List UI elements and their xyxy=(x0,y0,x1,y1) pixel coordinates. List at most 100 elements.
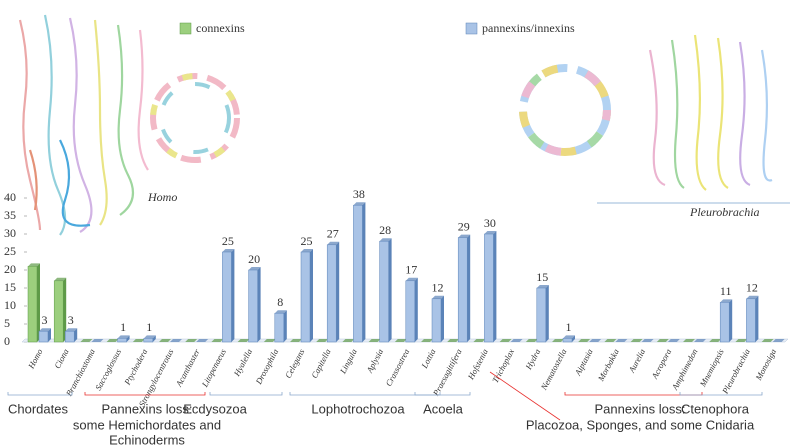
bar-top xyxy=(248,267,261,270)
bar-side xyxy=(257,267,261,342)
bar-top xyxy=(432,295,444,299)
bar-top xyxy=(499,339,512,342)
bar-side xyxy=(48,328,51,342)
bar xyxy=(562,338,573,343)
value-label: 1 xyxy=(566,320,572,334)
x-tick-label: Pleurobrachia xyxy=(719,347,751,396)
bar xyxy=(379,240,389,343)
group-label: Acoela xyxy=(423,401,464,416)
bar-top xyxy=(54,277,67,281)
bar-top xyxy=(28,263,40,267)
legend-swatch xyxy=(465,22,478,35)
value-label: 25 xyxy=(222,234,234,248)
bar-side xyxy=(388,238,392,342)
group-label: Pannexins loss: xyxy=(594,401,685,416)
value-label: 25 xyxy=(301,234,313,248)
bar-top xyxy=(301,249,313,252)
bar-top xyxy=(39,328,51,332)
x-tick-label: Drosophila xyxy=(253,347,280,387)
x-tick-label: Litopenaeus xyxy=(199,347,228,390)
bar xyxy=(353,204,363,343)
bar-top xyxy=(656,339,669,342)
group-label: Pannexins loss: xyxy=(101,401,192,416)
group-label: Lophotrochozoa xyxy=(311,401,405,416)
value-label: 1 xyxy=(120,320,126,334)
bar xyxy=(484,233,494,343)
bar-side xyxy=(283,310,287,342)
value-label: 3 xyxy=(68,313,74,327)
bar-side xyxy=(37,263,40,342)
value-label: 12 xyxy=(432,281,444,295)
bar-top xyxy=(552,339,564,342)
bar-top xyxy=(316,339,329,342)
structure-pleurobrachia-ring xyxy=(519,64,611,156)
bar-top xyxy=(484,231,497,234)
bar-top xyxy=(237,339,250,342)
group-bracket xyxy=(84,392,206,396)
bar-side xyxy=(729,299,733,342)
bar-side xyxy=(755,295,759,342)
group-bracket xyxy=(7,392,73,396)
group-bracket xyxy=(564,392,703,396)
value-label: 20 xyxy=(248,252,260,266)
value-label: 8 xyxy=(277,295,283,309)
bar xyxy=(64,330,75,343)
bar-top xyxy=(342,339,355,342)
group-bracket xyxy=(679,392,763,396)
bar-top xyxy=(641,339,654,342)
x-tick-label: Hydra xyxy=(523,347,543,372)
bar-side xyxy=(414,277,418,342)
bar-side xyxy=(126,335,130,342)
bar xyxy=(405,280,416,343)
bar-top xyxy=(196,339,209,342)
x-tick-label: Homo xyxy=(25,347,44,371)
bar-side xyxy=(74,328,78,342)
group-sublabel: some Hemichordates and xyxy=(73,417,221,432)
bar xyxy=(300,251,311,343)
bar-top xyxy=(80,339,93,342)
value-label: 38 xyxy=(353,187,365,201)
bar-side xyxy=(63,277,67,342)
y-tick-label: 20 xyxy=(4,262,16,276)
legend-label: pannexins/innexins xyxy=(482,21,575,35)
bar-side xyxy=(310,249,313,342)
bar-side xyxy=(336,241,340,342)
bar-top xyxy=(510,339,523,342)
bar xyxy=(431,298,442,343)
y-tick-label: 5 xyxy=(4,316,10,330)
bar-side xyxy=(231,249,235,342)
bar-top xyxy=(106,339,119,342)
structure-homo xyxy=(18,14,149,236)
bar xyxy=(27,266,38,343)
bar-top xyxy=(630,339,643,342)
bar-top xyxy=(458,234,471,238)
bar-top xyxy=(132,339,145,342)
y-tick-label: 35 xyxy=(4,208,16,222)
value-label: 1 xyxy=(146,320,152,334)
bar-top xyxy=(667,339,680,342)
bar xyxy=(143,338,154,343)
value-label: 30 xyxy=(484,216,496,230)
bar-top xyxy=(263,339,276,342)
y-tick-label: 40 xyxy=(4,190,16,204)
bar-top xyxy=(615,339,628,342)
x-tick-label: Morbakka xyxy=(595,347,621,383)
bar xyxy=(746,298,756,343)
bar xyxy=(38,330,49,343)
x-tick-label: Acropora xyxy=(649,347,673,381)
bar-top xyxy=(222,249,235,252)
bar-top xyxy=(379,238,392,242)
y-tick-label: 15 xyxy=(4,280,16,294)
bar-side xyxy=(493,231,497,342)
bar-top xyxy=(91,339,104,342)
group-label: Chordates xyxy=(8,401,68,416)
pointer-line xyxy=(489,371,561,421)
structure-pleurobrachia xyxy=(648,34,773,191)
x-tick-label: Mnemiopsis xyxy=(697,347,726,389)
x-tick-label: Ptychodera xyxy=(122,347,150,387)
species-label: Pleurobrachia xyxy=(689,205,760,219)
bar-top xyxy=(274,310,287,314)
group-label: Ctenophora xyxy=(681,401,750,416)
value-label: 15 xyxy=(536,270,548,284)
